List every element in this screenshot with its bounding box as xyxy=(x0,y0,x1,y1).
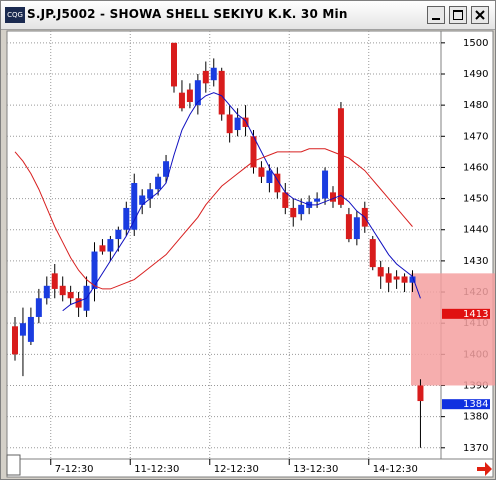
candle-body xyxy=(43,285,50,299)
x-tick-label: 14-12:30 xyxy=(373,464,418,475)
candle-body xyxy=(393,276,400,280)
candle-body xyxy=(250,136,257,168)
candle-body xyxy=(131,183,138,230)
candle-body xyxy=(417,385,424,402)
svg-text:CQG: CQG xyxy=(7,11,23,19)
candle-body xyxy=(178,92,185,109)
candle-body xyxy=(409,276,416,283)
candle-body xyxy=(12,326,18,355)
price-tag-label: 1384 xyxy=(463,399,488,410)
candle-body xyxy=(210,67,217,81)
y-tick-label: 1380 xyxy=(463,412,488,423)
scroll-box[interactable] xyxy=(6,454,21,476)
candle-body xyxy=(99,245,106,252)
candle-body xyxy=(353,217,360,240)
y-tick-label: 1440 xyxy=(463,225,488,236)
candle-body xyxy=(107,239,114,252)
x-tick-label: 13-12:30 xyxy=(293,464,338,475)
moving-average xyxy=(14,148,413,290)
app-icon: CQG xyxy=(5,7,25,23)
price-tag xyxy=(442,399,490,410)
x-tick-label: 12-12:30 xyxy=(214,464,259,475)
candle-body xyxy=(147,189,154,199)
y-tick-label: 1480 xyxy=(463,100,488,111)
candle-body xyxy=(75,298,82,308)
candle-body xyxy=(194,80,201,106)
maximize-button[interactable] xyxy=(449,6,467,24)
candle-body xyxy=(202,70,209,84)
candle-body xyxy=(123,207,130,230)
candle-body xyxy=(242,117,249,127)
y-tick-label: 1450 xyxy=(463,194,488,205)
title-bar: CQG S.JP.J5002 - SHOWA SHELL SEKIYU K.K.… xyxy=(1,1,495,30)
candle-body xyxy=(298,204,305,215)
price-tag-label: 1413 xyxy=(463,309,488,320)
candle-body xyxy=(226,114,233,134)
y-tick-label: 1390 xyxy=(463,380,488,391)
candle-body xyxy=(258,167,265,177)
candle-body xyxy=(266,170,273,184)
candle-body xyxy=(290,207,297,218)
candle-body xyxy=(67,292,74,299)
y-tick-label: 1460 xyxy=(463,162,488,173)
y-tick-label: 1430 xyxy=(463,256,488,267)
x-tick-label: 7-12:30 xyxy=(55,464,94,475)
y-tick-label: 1370 xyxy=(463,443,488,454)
candle-body xyxy=(139,195,146,205)
candle-body xyxy=(163,161,170,177)
candle-body xyxy=(27,316,34,342)
candle-body xyxy=(59,285,66,296)
candle-body xyxy=(155,176,162,190)
close-button[interactable] xyxy=(471,6,489,24)
candle-body xyxy=(115,229,122,240)
candle-body xyxy=(51,273,58,289)
y-tick-label: 1500 xyxy=(463,38,488,49)
candle-body xyxy=(282,192,289,208)
candle-body xyxy=(35,298,42,317)
y-tick-label: 1490 xyxy=(463,69,488,80)
highlight-band xyxy=(411,273,495,386)
moving-average xyxy=(62,92,421,312)
candle-body xyxy=(19,323,26,336)
scroll-arrow[interactable] xyxy=(477,462,492,476)
candle-body xyxy=(91,251,98,289)
y-tick-label: 1470 xyxy=(463,131,488,142)
x-tick-label: 11-12:30 xyxy=(134,464,179,475)
candle-body xyxy=(314,198,321,202)
chart: 1370138013901400141014201430144014501460… xyxy=(6,30,495,478)
candle-body xyxy=(369,239,376,268)
candle-body xyxy=(385,273,392,283)
window-title: S.JP.J5002 - SHOWA SHELL SEKIYU K.K. 30 … xyxy=(27,7,348,21)
price-axis-panel xyxy=(440,30,494,460)
price-tag xyxy=(442,308,490,319)
candle-body xyxy=(274,173,281,193)
candle-body xyxy=(218,70,225,115)
candle-body xyxy=(401,276,408,283)
candle-body xyxy=(171,42,177,87)
candle-body xyxy=(330,192,336,202)
candle-body xyxy=(337,108,344,205)
candle-body xyxy=(234,117,241,131)
candle-body xyxy=(377,267,384,277)
candle-body xyxy=(345,214,352,240)
candle-body xyxy=(186,89,193,103)
minimize-button[interactable] xyxy=(427,6,445,24)
candle-body xyxy=(322,170,329,199)
